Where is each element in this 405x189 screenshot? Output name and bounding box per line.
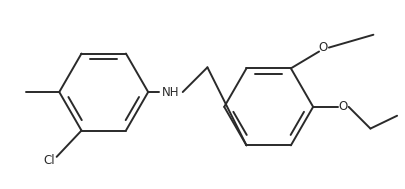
Text: O: O [318,41,328,54]
Text: Cl: Cl [44,154,55,167]
Text: O: O [338,100,347,113]
Text: NH: NH [162,86,180,98]
